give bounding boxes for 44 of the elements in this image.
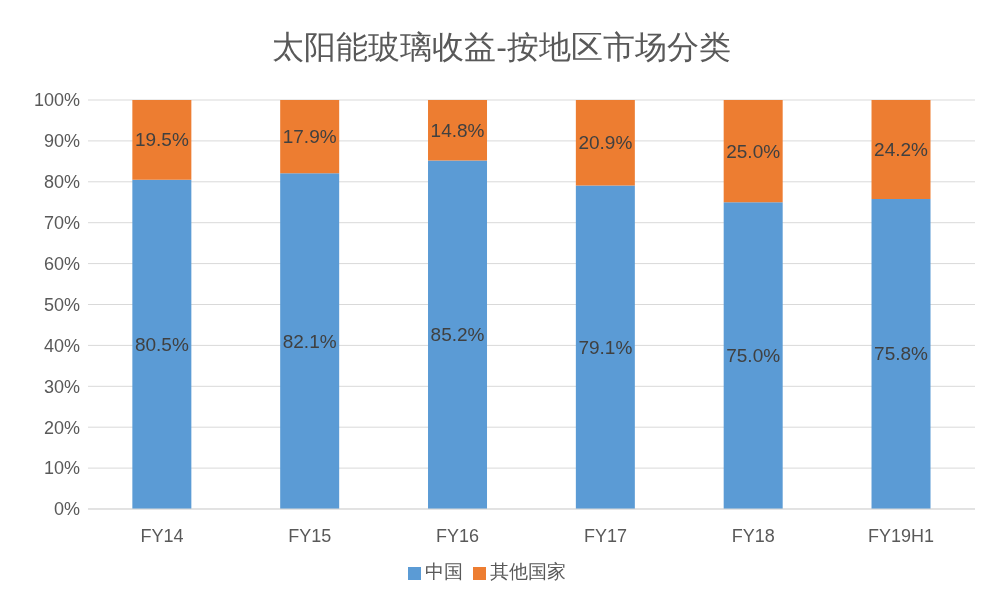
bar — [723, 100, 783, 203]
legend-label: 中国 — [424, 561, 463, 582]
legend-label: 其他国家 — [489, 561, 566, 582]
x-tick-label: FY14 — [140, 525, 184, 546]
bar — [723, 202, 783, 509]
bar — [280, 173, 340, 509]
y-tick-label: 100% — [33, 90, 80, 111]
x-tick-label: FY16 — [436, 525, 480, 546]
data-label: 75.8% — [874, 343, 929, 365]
data-label: 20.9% — [578, 132, 633, 154]
x-tick-label: FY17 — [583, 525, 627, 546]
y-tick-label: 70% — [43, 213, 80, 234]
data-label: 19.5% — [134, 129, 189, 151]
y-tick-label: 90% — [43, 131, 80, 152]
bar — [428, 160, 488, 509]
y-tick-label: 40% — [43, 335, 80, 356]
y-tick-label: 0% — [53, 499, 80, 520]
x-tick-label: FY18 — [731, 525, 775, 546]
bar — [575, 185, 635, 509]
bar — [132, 100, 192, 180]
data-label: 79.1% — [578, 336, 633, 358]
bar — [280, 100, 340, 174]
data-label: 25.0% — [726, 140, 781, 162]
bar — [575, 100, 635, 186]
bar — [871, 100, 931, 199]
y-tick-label: 10% — [43, 458, 80, 479]
x-tick-label: FY19H1 — [868, 525, 935, 546]
y-tick-label: 20% — [43, 417, 80, 438]
bar — [132, 179, 192, 509]
data-label: 17.9% — [282, 126, 337, 148]
y-tick-label: 50% — [43, 294, 80, 315]
bar — [428, 100, 488, 161]
data-label: 24.2% — [874, 138, 929, 160]
chart-title: 太阳能玻璃收益-按地区市场分类 — [271, 28, 732, 67]
y-tick-label: 60% — [43, 253, 80, 274]
bar — [871, 198, 931, 509]
data-label: 85.2% — [430, 324, 485, 346]
data-label: 82.1% — [282, 330, 337, 352]
data-label: 14.8% — [430, 119, 485, 141]
data-label: 75.0% — [726, 345, 781, 367]
y-tick-label: 30% — [43, 376, 80, 397]
y-tick-label: 80% — [43, 172, 80, 193]
x-tick-label: FY15 — [288, 525, 332, 546]
data-label: 80.5% — [134, 333, 189, 355]
